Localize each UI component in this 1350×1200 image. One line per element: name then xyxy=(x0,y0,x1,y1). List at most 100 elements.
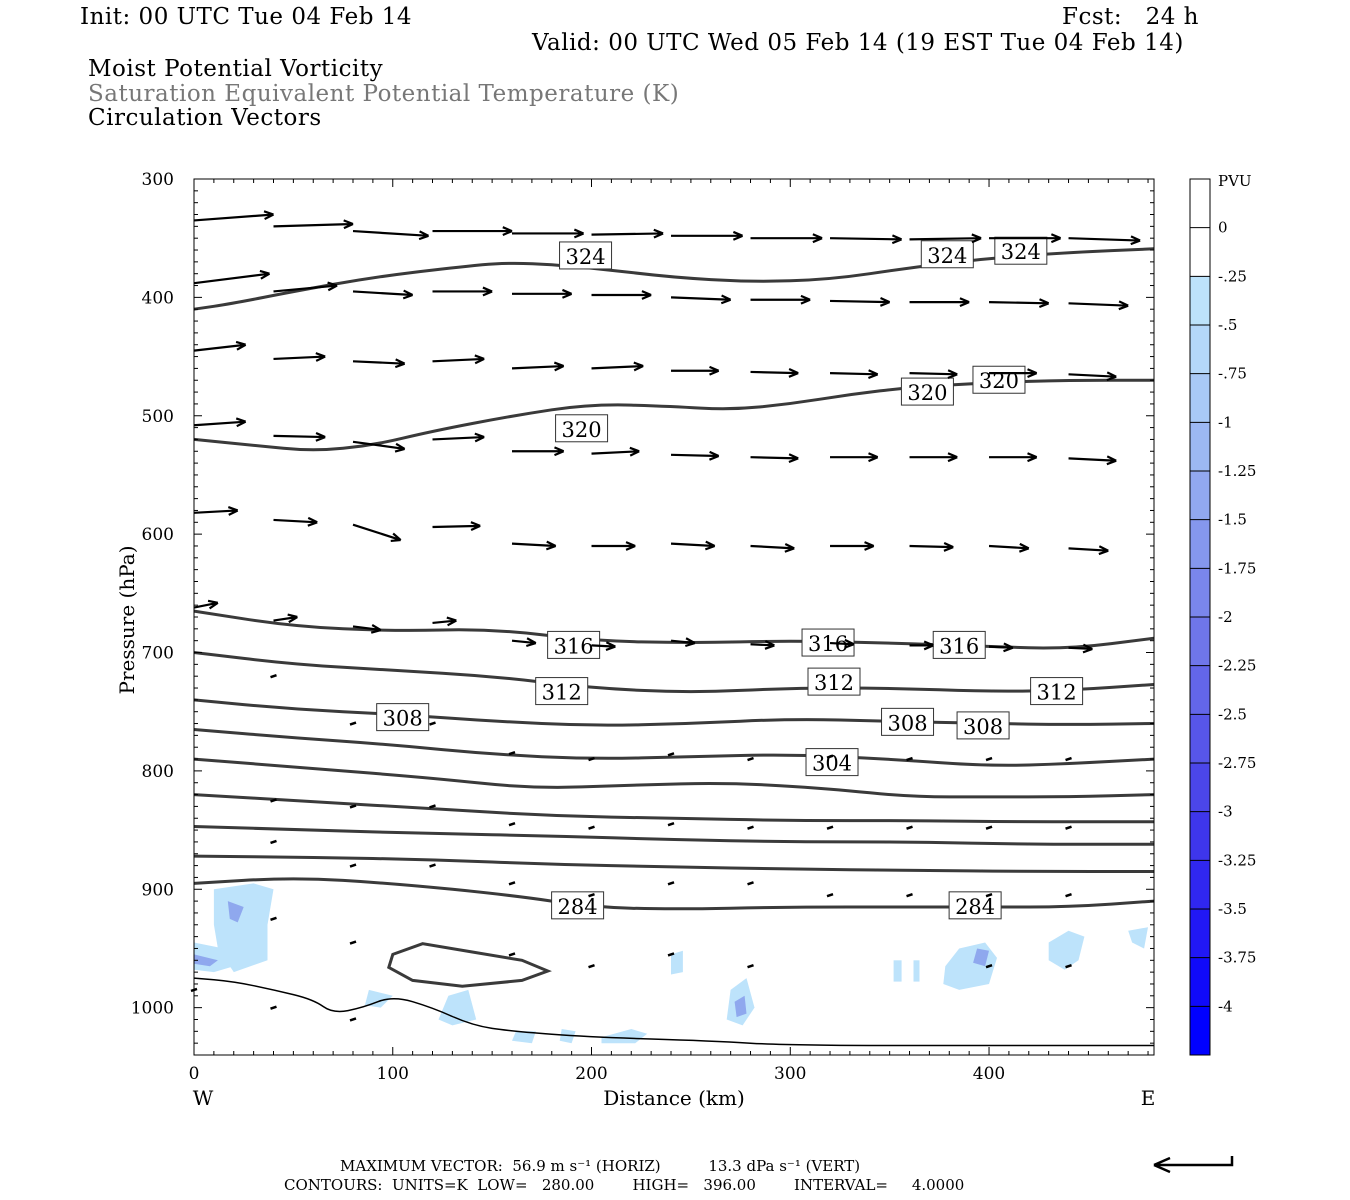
circulation-vector xyxy=(1068,235,1141,246)
vector-stub xyxy=(1065,825,1072,830)
circulation-vector xyxy=(352,624,382,634)
circulation-vector xyxy=(830,234,903,245)
theta-e-contour-296 xyxy=(193,793,1154,824)
pv-area xyxy=(913,960,920,982)
vector-stub xyxy=(349,1017,357,1022)
contour-label-320: 320 xyxy=(555,414,609,443)
circulation-vector xyxy=(909,452,958,463)
vector-stub xyxy=(588,756,595,762)
vector-stub xyxy=(270,839,277,845)
contour-label-box xyxy=(881,707,935,736)
vector-stub xyxy=(270,674,277,679)
x-tick-label: 200 xyxy=(575,1064,607,1084)
contour-label-308: 308 xyxy=(956,711,1010,740)
colorbar-segment xyxy=(1190,763,1210,813)
vector-stub xyxy=(985,825,993,830)
east-label: E xyxy=(1141,1086,1156,1110)
y-tick-label: 1000 xyxy=(131,999,174,1019)
vector-stub xyxy=(826,754,834,759)
pv-area xyxy=(194,954,218,967)
vector-stub xyxy=(349,863,357,868)
colorbar-tick-label: -4 xyxy=(1218,997,1233,1015)
contour-label-box xyxy=(932,630,986,659)
field-title-pv: Moist Potential Vorticity xyxy=(88,56,384,82)
west-label: W xyxy=(193,1086,214,1110)
circulation-vector xyxy=(193,210,275,222)
vector-stub xyxy=(429,863,436,868)
circulation-vector xyxy=(193,417,247,428)
vector-stub xyxy=(1065,964,1072,969)
contour-info: CONTOURS: UNITS=K LOW= 280.00 HIGH= 396.… xyxy=(284,1176,965,1194)
vector-stub xyxy=(508,750,516,756)
pv-shading-layer xyxy=(194,883,1148,1044)
vector-stub xyxy=(1065,756,1072,762)
circulation-vector xyxy=(591,641,616,652)
vector-stub xyxy=(429,721,436,726)
circulation-vector xyxy=(909,369,958,380)
colorbar-tick-label: -2.5 xyxy=(1218,705,1247,723)
circulation-vector xyxy=(432,286,493,297)
circulation-vector xyxy=(750,294,811,305)
circulation-vector xyxy=(750,453,799,464)
vector-stub xyxy=(667,752,675,757)
colorbar-tick-label: -1.25 xyxy=(1218,462,1256,480)
vector-stub xyxy=(508,821,516,827)
vector-stub xyxy=(508,952,516,957)
colorbar-tick-label: 0 xyxy=(1218,219,1228,237)
circulation-vector xyxy=(432,432,485,443)
colorbar-segment xyxy=(1190,714,1210,764)
contour-label-316: 316 xyxy=(932,630,986,659)
circulation-vector xyxy=(512,446,565,457)
circulation-vector xyxy=(830,297,891,307)
vector-stub xyxy=(826,893,834,898)
circulation-vector xyxy=(193,506,239,516)
contour-label-text: 316 xyxy=(939,634,979,658)
theta-e-contour-304 xyxy=(193,728,1155,767)
circulation-vector xyxy=(432,521,481,531)
colorbar: 0 -.25 -.5 -.75 -1 -1.25 -1.5 -1.75 -2 -2.25 -2.5 -… xyxy=(1189,178,1256,1056)
vector-stub xyxy=(747,756,754,762)
colorbar-segment xyxy=(1190,860,1210,910)
circulation-vector xyxy=(352,440,406,453)
contour-label-box xyxy=(559,241,613,270)
contour-label-324: 324 xyxy=(994,236,1048,265)
contour-label-320: 320 xyxy=(972,365,1026,394)
y-tick-label: 800 xyxy=(142,762,174,782)
vector-stub xyxy=(826,825,834,830)
circulation-vector xyxy=(352,358,406,369)
theta-e-contour-312 xyxy=(193,651,1155,694)
circulation-vector xyxy=(511,361,565,372)
contour-label-box xyxy=(956,711,1010,740)
tick-layer: 0 100 200 300 400 300 400 500 600 700 800 900 1000 xyxy=(131,170,1154,1084)
theta-e-contour-288 xyxy=(193,854,1154,873)
contour-label-320: 320 xyxy=(900,377,954,406)
y-tick-label: 500 xyxy=(142,407,174,427)
contour-label-box xyxy=(376,703,430,732)
circulation-vector xyxy=(1068,545,1109,556)
vector-stub xyxy=(985,756,993,762)
colorbar-segment xyxy=(1190,276,1210,326)
circulation-vector xyxy=(670,637,696,648)
circulation-vector xyxy=(1068,300,1129,311)
contour-label-316: 316 xyxy=(547,630,601,659)
vector-stub xyxy=(906,825,913,830)
circulation-vector xyxy=(193,269,271,285)
colorbar-tick-label: -3.25 xyxy=(1218,851,1256,869)
colorbar-segment xyxy=(1190,373,1210,423)
circulation-vector xyxy=(989,368,1038,379)
colorbar-segment xyxy=(1190,1006,1210,1056)
pv-area xyxy=(438,989,477,1026)
contour-label-text: 316 xyxy=(554,634,594,658)
vector-stub xyxy=(667,952,675,957)
vector-stub xyxy=(747,825,754,830)
vector-stub xyxy=(349,804,357,809)
circulation-vector xyxy=(432,616,457,627)
vector-stub xyxy=(906,756,913,762)
vector-stub xyxy=(985,964,993,969)
circulation-vector xyxy=(273,516,318,527)
contour-label-text: 308 xyxy=(887,711,927,735)
circulation-vector xyxy=(909,542,954,552)
circulation-vector xyxy=(512,288,573,299)
circulation-vector xyxy=(989,298,1050,309)
pv-area xyxy=(671,950,683,975)
